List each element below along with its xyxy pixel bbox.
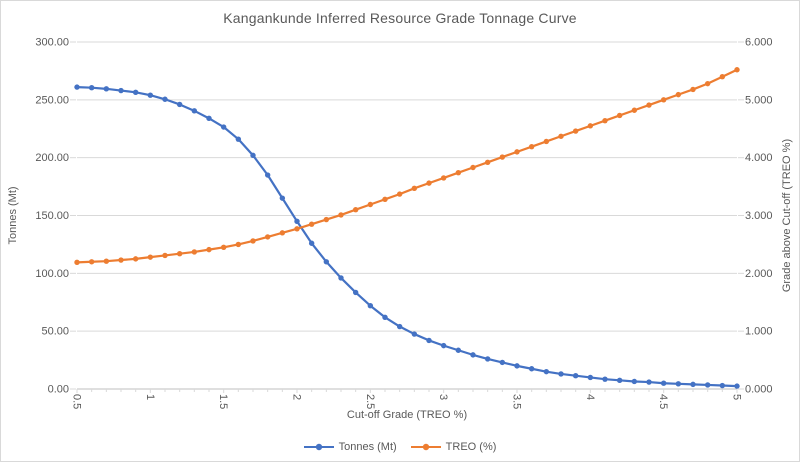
svg-text:1: 1: [144, 394, 156, 400]
legend-item-tonnes[interactable]: Tonnes (Mt): [303, 441, 397, 453]
svg-text:4.5: 4.5: [657, 394, 669, 409]
svg-text:3: 3: [437, 394, 449, 400]
svg-text:3.000: 3.000: [745, 210, 773, 222]
svg-text:50.00: 50.00: [41, 326, 69, 338]
svg-text:3.5: 3.5: [511, 394, 523, 409]
series-line-0: [75, 86, 739, 388]
svg-text:200.00: 200.00: [35, 152, 69, 164]
svg-text:100.00: 100.00: [35, 268, 69, 280]
svg-text:6.000: 6.000: [745, 37, 773, 49]
legend: Tonnes (Mt) TREO (%): [1, 438, 799, 456]
svg-text:5.000: 5.000: [745, 94, 773, 106]
svg-text:4.000: 4.000: [745, 152, 773, 164]
right-axis-title: Grade above Cut-off (TREO %): [781, 139, 793, 292]
svg-text:1.5: 1.5: [217, 394, 229, 409]
legend-label-tonnes: Tonnes (Mt): [338, 441, 397, 453]
svg-text:5: 5: [731, 394, 743, 400]
svg-text:300.00: 300.00: [35, 37, 69, 49]
svg-text:4: 4: [584, 394, 596, 400]
svg-text:2: 2: [291, 394, 303, 400]
left-axis-title: Tonnes (Mt): [7, 186, 19, 244]
chart-title: Kangankunde Inferred Resource Grade Tonn…: [223, 10, 577, 26]
svg-text:2.5: 2.5: [364, 394, 376, 409]
legend-label-treo: TREO (%): [445, 441, 497, 453]
tonnes-series-swatch-icon: [303, 443, 334, 451]
legend-item-treo[interactable]: TREO (%): [410, 441, 497, 453]
svg-text:1.000: 1.000: [745, 326, 773, 338]
svg-text:250.00: 250.00: [35, 94, 69, 106]
svg-text:0.5: 0.5: [71, 394, 83, 409]
treo-series-swatch-icon: [410, 443, 441, 451]
svg-text:150.00: 150.00: [35, 210, 69, 222]
svg-text:2.000: 2.000: [745, 268, 773, 280]
series-line-1: [75, 68, 739, 264]
svg-text:0.000: 0.000: [745, 384, 773, 396]
x-axis-title: Cut-off Grade (TREO %): [347, 409, 467, 421]
svg-text:0.00: 0.00: [48, 384, 69, 396]
